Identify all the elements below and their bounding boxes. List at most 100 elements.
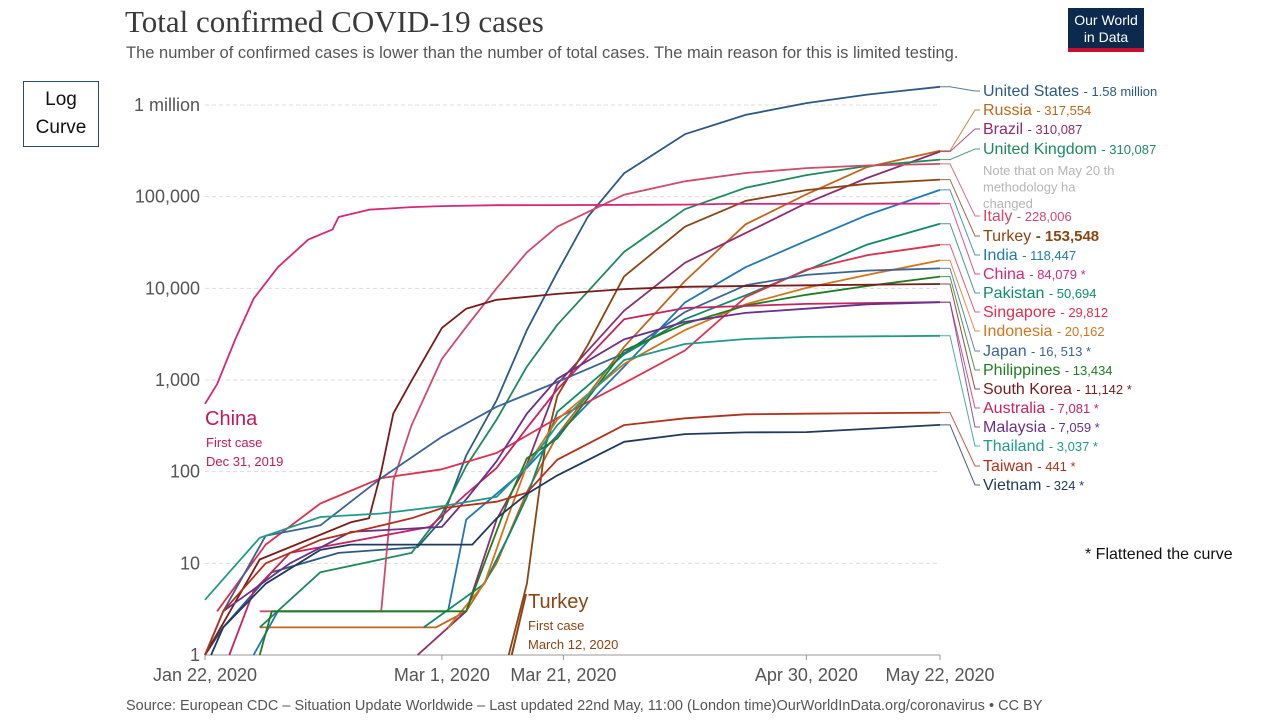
legend-name-singapore: Singapore [983, 304, 1060, 321]
series-lines [204, 85, 941, 656]
legend-name-china: China [983, 266, 1029, 283]
legend-entry-australia[interactable]: Australia - 7,081 * [983, 400, 1099, 417]
legend-value-thailand: - 3,037 * [1049, 439, 1098, 454]
legend-entry-philippines[interactable]: Philippines - 13,434 [983, 362, 1113, 379]
legend-name-brazil: Brazil [983, 121, 1027, 138]
series-line-malaysia[interactable] [222, 301, 941, 613]
annotation-turkey-line-1: First case [528, 618, 584, 633]
legend-value-japan: - 16, 513 * [1031, 344, 1091, 359]
series-line-turkey[interactable] [507, 178, 941, 656]
series-line-indonesia[interactable] [447, 259, 941, 628]
y-tick-label-3: 1,000 [155, 370, 200, 390]
y-tick-label-5: 100,000 [135, 187, 200, 207]
methodology-note-line-2: changed [983, 196, 1033, 211]
legend-entry-italy[interactable]: Italy - 228,006 [983, 208, 1072, 225]
legend-value-italy: - 228,006 [1017, 209, 1072, 224]
y-tick-label-0: 1 [190, 645, 200, 665]
annotation-turkey-title: Turkey [528, 591, 588, 613]
legend-entry-united-kingdom[interactable]: United Kingdom - 310,087 [983, 141, 1156, 158]
series-line-philippines[interactable] [258, 275, 941, 656]
series-line-taiwan[interactable] [204, 411, 941, 656]
y-tick-label-1: 10 [180, 553, 200, 573]
series-line-thailand[interactable] [204, 334, 941, 601]
legend-connector-taiwan [940, 412, 980, 467]
legend-entry-malaysia[interactable]: Malaysia - 7,059 * [983, 419, 1100, 436]
legend-entry-brazil[interactable]: Brazil - 310,087 [983, 121, 1082, 138]
legend-entry-taiwan[interactable]: Taiwan - 441 * [983, 458, 1076, 475]
legend-connector-india [940, 189, 980, 256]
log-curve-box: Log Curve [23, 81, 99, 147]
legend-connector-japan [940, 267, 980, 352]
y-tick-label-2: 100 [170, 462, 200, 482]
legend-value-turkey: - 153,548 [1036, 228, 1099, 245]
legend-name-united-kingdom: United Kingdom [983, 141, 1101, 158]
series-line-india[interactable] [252, 189, 941, 656]
legend-entry-singapore[interactable]: Singapore - 29,812 [983, 304, 1108, 321]
legend-name-india: India [983, 247, 1022, 264]
legend-connector-united-kingdom [940, 148, 980, 161]
legend-connector-philippines [940, 276, 980, 371]
series-line-united-states[interactable] [204, 85, 941, 656]
logo-line-2: in Data [1083, 29, 1129, 45]
legend-value-russia: - 317,554 [1036, 103, 1091, 118]
series-line-brazil[interactable] [416, 150, 941, 656]
series-line-china[interactable] [204, 202, 941, 405]
legend-value-united-states: - 1.58 million [1084, 84, 1158, 99]
legend-name-russia: Russia [983, 102, 1036, 119]
x-tick-label-4: May 22, 2020 [885, 665, 994, 685]
legend-entry-russia[interactable]: Russia - 317,554 [983, 102, 1091, 119]
y-tick-label-4: 10,000 [145, 278, 200, 298]
legend-name-pakistan: Pakistan [983, 285, 1049, 302]
annotation-china-line-1: First case [206, 435, 262, 450]
legend-name-south-korea: South Korea [983, 381, 1076, 398]
legend-entry-thailand[interactable]: Thailand - 3,037 * [983, 438, 1098, 455]
series-line-vietnam[interactable] [210, 424, 941, 656]
y-axis-ticks: 1 10 100 1,000 10,000 100,000 1 million [134, 95, 200, 665]
series-line-australia[interactable] [228, 301, 941, 656]
methodology-note-line-0: Note that on May 20 th [983, 163, 1115, 178]
legend-connector-italy [940, 163, 980, 217]
series-line-united-kingdom[interactable] [259, 158, 941, 629]
legend-entry-south-korea[interactable]: South Korea - 11,142 * [983, 381, 1132, 398]
legend-entry-india[interactable]: India - 118,447 [983, 247, 1076, 264]
series-line-singapore[interactable] [216, 243, 941, 612]
legend-name-taiwan: Taiwan [983, 458, 1037, 475]
legend-name-philippines: Philippines [983, 362, 1065, 379]
legend-entry-united-states[interactable]: United States - 1.58 million [983, 83, 1157, 100]
legend-value-united-kingdom: - 310,087 [1101, 142, 1156, 157]
annotation-turkey-pointer [510, 593, 527, 656]
logo-line-1: Our World [1074, 12, 1138, 28]
legend-entry-china[interactable]: China - 84,079 * [983, 266, 1086, 283]
legend-connector-south-korea [940, 283, 980, 390]
series-line-south-korea[interactable] [204, 283, 941, 656]
legend-entry-turkey[interactable]: Turkey - 153,548 [983, 228, 1099, 245]
owid-logo[interactable]: Our World in Data [1068, 8, 1144, 52]
legend-entry-indonesia[interactable]: Indonesia - 20,162 [983, 323, 1105, 340]
legend-entry-vietnam[interactable]: Vietnam - 324 * [983, 477, 1084, 494]
legend-name-turkey: Turkey [983, 228, 1036, 245]
methodology-note-line-1: methodology ha [983, 180, 1076, 195]
series-line-pakistan[interactable] [423, 222, 941, 629]
annotation-china-title: China [205, 408, 258, 430]
x-tick-label-2: Mar 21, 2020 [510, 665, 616, 685]
x-tick-label-1: Mar 1, 2020 [394, 665, 490, 685]
legend-entry-pakistan[interactable]: Pakistan - 50,694 [983, 285, 1097, 302]
legend-connector-russia [940, 109, 980, 152]
chart-title: Total confirmed COVID-19 cases [125, 4, 544, 39]
legend-entry-japan[interactable]: Japan - 16, 513 * [983, 343, 1091, 360]
legend-connector-china [940, 203, 980, 275]
legend-connector-australia [940, 301, 980, 409]
legend-name-thailand: Thailand [983, 438, 1049, 455]
legend-connector-pakistan [940, 223, 980, 294]
legend-connector-vietnam [940, 424, 980, 486]
legend-name-japan: Japan [983, 343, 1031, 360]
series-line-russia[interactable] [259, 149, 941, 629]
series-line-japan[interactable] [204, 267, 941, 656]
source-text: Source: European CDC – Situation Update … [126, 698, 1043, 714]
legend-name-united-states: United States [983, 83, 1084, 100]
log-curve-line-2: Curve [35, 117, 87, 138]
legend-value-australia: - 7,081 * [1050, 401, 1099, 416]
chart-annotations: China First case Dec 31, 2019 Turkey First c… [205, 408, 618, 656]
series-line-italy[interactable] [259, 163, 941, 613]
